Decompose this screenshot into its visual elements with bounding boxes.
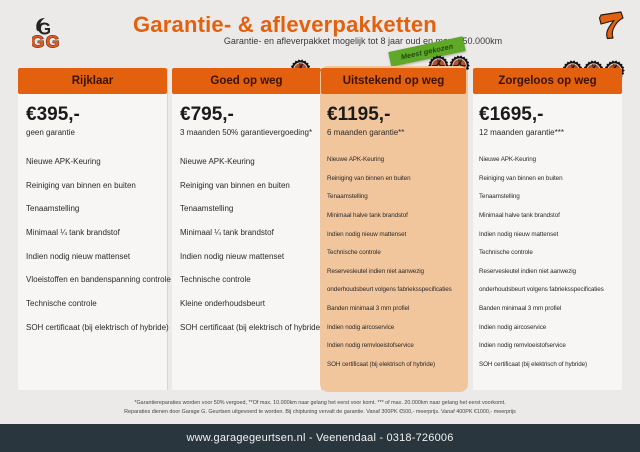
svg-text:G: G	[32, 32, 44, 52]
svg-text:G: G	[46, 32, 60, 52]
